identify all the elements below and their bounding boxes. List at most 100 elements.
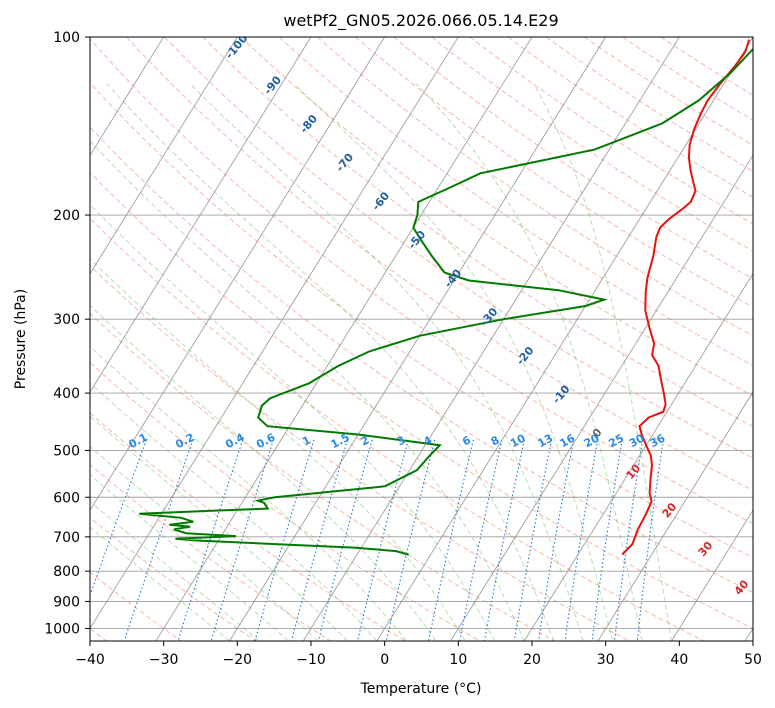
mixing-ratio-line (177, 439, 244, 641)
dry-adiabat-label: -80 (297, 112, 320, 136)
moist-adiabat (90, 140, 525, 641)
mixing-ratio-label: 20 (582, 431, 602, 450)
dewpoint-line (139, 47, 753, 556)
chart-title: wetPf2_GN05.2026.066.05.14.E29 (283, 11, 558, 31)
isotherm (90, 37, 459, 630)
dry-adiabat (164, 37, 753, 459)
dry-adiabat-label: -100 (223, 32, 251, 62)
plot-frame (89, 36, 754, 642)
mixing-ratio-line (123, 439, 194, 641)
moist-adiabat (90, 304, 437, 641)
mixing-ratio-label: 4 (421, 433, 434, 448)
dry-adiabat (278, 37, 753, 367)
mixing-ratio-label: 0.6 (254, 431, 278, 452)
dry-adiabat-label: -90 (261, 73, 284, 97)
mixing-ratio-line (537, 439, 575, 641)
x-tick-label: 0 (380, 652, 389, 668)
mixing-ratio-line (210, 439, 274, 641)
y-axis-title: Pressure (hPa) (13, 289, 29, 389)
y-tick-label: 100 (53, 30, 80, 46)
axis-layer: −40 −30 −20 −10 0 10 20 30 40 5010020030040050060… (44, 30, 762, 668)
y-tick-label: 700 (53, 530, 80, 546)
dry-adiabat (90, 126, 753, 594)
moist-adiabat (90, 445, 319, 641)
dry-adiabat-label: 10 (624, 461, 644, 481)
moist-adiabat (416, 83, 643, 641)
x-tick-label: 30 (597, 652, 615, 668)
mixing-ratio-line (90, 439, 147, 598)
dry-adiabat (393, 37, 753, 280)
dry-adiabat (90, 463, 331, 641)
mixing-ratio-line (614, 439, 644, 641)
grid-layer (90, 37, 753, 641)
dry-adiabat-label: -20 (514, 344, 537, 368)
dry-adiabat-label: 40 (732, 577, 752, 597)
isotherm (671, 509, 753, 641)
isotherm (450, 154, 753, 641)
mixing-ratio-line (513, 439, 553, 641)
dry-adiabat (90, 171, 753, 630)
dry-adiabat (90, 312, 555, 641)
mixing-ratio-label: 25 (606, 432, 626, 451)
x-tick-label: 20 (523, 652, 541, 668)
mixing-ratio-label: 16 (558, 431, 578, 450)
isotherm (523, 272, 753, 641)
y-tick-label: 500 (53, 443, 80, 459)
isotherm (90, 37, 238, 275)
isotherm (302, 37, 680, 641)
isotherm (744, 627, 753, 641)
mixing-ratio-line (564, 439, 599, 641)
dry-adiabat (90, 82, 753, 559)
dry-adiabat (90, 38, 753, 525)
mixing-ratio-line (356, 439, 409, 641)
dry-adiabat (584, 37, 753, 146)
moist-adiabat (90, 474, 289, 641)
dry-adiabat (90, 217, 705, 641)
mixing-ratio-line (459, 439, 503, 641)
mixing-ratio-line (591, 439, 623, 641)
dry-adiabat (660, 37, 753, 96)
y-tick-label: 300 (53, 312, 80, 328)
isotherm (597, 391, 753, 641)
isotherm (376, 37, 753, 641)
moist-adiabat (90, 382, 378, 641)
dry-adiabat (355, 37, 753, 308)
dry-adiabat-label: -40 (442, 266, 465, 290)
mixing-ratio-label: 30 (627, 431, 647, 450)
y-tick-label: 800 (53, 564, 80, 580)
moist-adiabat (189, 83, 584, 641)
mixing-ratio-line (636, 439, 664, 641)
moist-adiabat (533, 83, 672, 641)
dry-adiabat-label: -30 (478, 305, 501, 329)
x-tick-label: 40 (670, 652, 688, 668)
dry-adiabat (431, 37, 753, 252)
mixing-ratio-label: 0.2 (173, 431, 196, 452)
mixing-ratio-label: 0.4 (223, 431, 247, 452)
moist-adiabat (90, 526, 230, 641)
dry-adiabat-label: -50 (406, 228, 429, 252)
mixing-ratio-label: 13 (535, 432, 555, 451)
mixing-ratio-label: 10 (508, 431, 528, 450)
dry-adiabat (507, 37, 753, 198)
isotherm (90, 37, 312, 393)
dry-adiabat (90, 264, 630, 641)
isotherm (229, 37, 607, 641)
moist-adiabat (90, 257, 466, 641)
dry-adiabat (202, 37, 753, 428)
mixing-ratio-label: 1 (300, 433, 313, 448)
mixing-ratio-line (254, 439, 315, 641)
mixing-ratio-line (290, 439, 349, 641)
isopleth-label-layer: -100-90-80-70-60-50-40-30-20-10010203040… (127, 32, 752, 598)
y-tick-label: 1000 (44, 621, 80, 637)
x-tick-label: 50 (744, 652, 762, 668)
dry-adiabat-label: 30 (696, 539, 716, 559)
moist-adiabat (90, 203, 496, 641)
dry-adiabat-label: -60 (370, 189, 393, 213)
dry-adiabat-label: -70 (333, 151, 356, 175)
mixing-ratio-line (428, 439, 474, 641)
x-tick-label: −10 (296, 652, 326, 668)
profile-layer (139, 39, 753, 556)
x-tick-label: −40 (75, 652, 105, 668)
x-axis-title: Temperature (°C) (360, 681, 482, 697)
x-tick-label: −20 (223, 652, 253, 668)
